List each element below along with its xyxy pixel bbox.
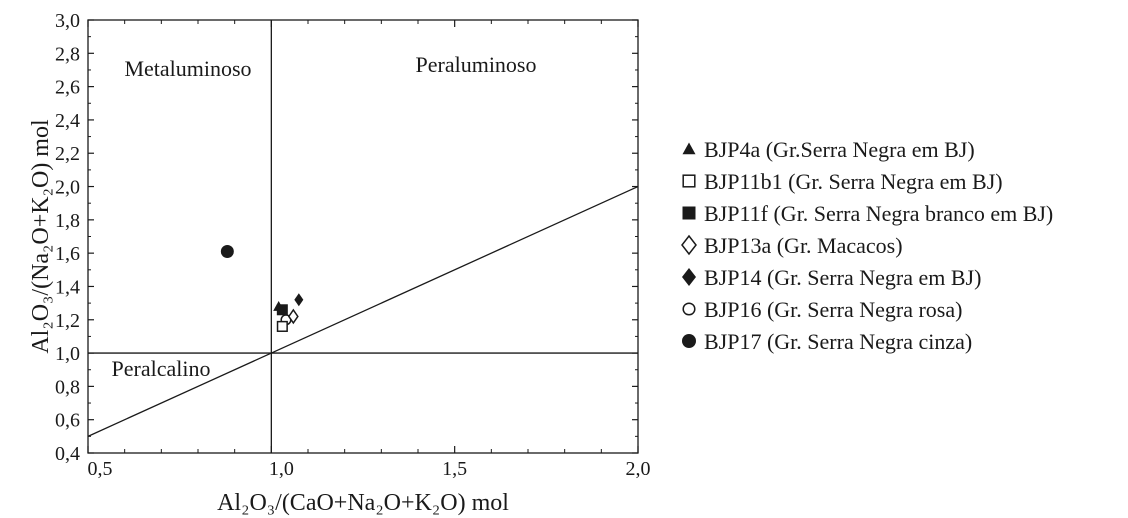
y-tick-label: 3,0 [55, 10, 80, 32]
data-point-triangle-filled [273, 300, 285, 311]
legend-label: BJP13a (Gr. Macacos) [704, 233, 903, 258]
y-tick-label: 1,2 [55, 310, 80, 332]
y-tick-label: 2,4 [55, 110, 80, 132]
legend-item: BJP11f (Gr. Serra Negra branco em BJ) [682, 201, 1053, 226]
y-tick-label: 0,6 [55, 410, 80, 432]
data-point-square-open [276, 320, 288, 332]
legend-marker-diamond-open [681, 234, 697, 256]
diagonal-reference-line [87, 185, 639, 437]
legend-marker-square-filled [682, 206, 696, 220]
legend-label: BJP14 (Gr. Serra Negra em BJ) [704, 265, 981, 290]
y-tick-label: 0,8 [55, 376, 80, 398]
y-tick-label: 2,6 [55, 77, 80, 99]
region-label-metaluminoso: Metaluminoso [124, 56, 251, 81]
x-tick-label: 0,5 [88, 458, 113, 480]
y-tick-label: 1,8 [55, 210, 80, 232]
legend-label: BJP17 (Gr. Serra Negra cinza) [704, 329, 972, 354]
y-tick-label: 1,0 [55, 343, 80, 365]
legend-item: BJP14 (Gr. Serra Negra em BJ) [682, 265, 981, 290]
legend-label: BJP11b1 (Gr. Serra Negra em BJ) [704, 169, 1003, 194]
legend-marker-circle-filled [682, 334, 696, 348]
legend-marker-triangle-filled [682, 142, 696, 155]
legend-item: BJP13a (Gr. Macacos) [681, 233, 903, 258]
legend-item: BJP16 (Gr. Serra Negra rosa) [682, 297, 962, 322]
data-point-circle-filled [220, 244, 234, 258]
region-label-peraluminoso: Peraluminoso [416, 52, 537, 77]
y-tick-label: 2,0 [55, 177, 80, 199]
x-tick-label: 2,0 [626, 458, 651, 480]
legend-label: BJP16 (Gr. Serra Negra rosa) [704, 297, 962, 322]
region-label-peralcalino: Peralcalino [112, 356, 211, 381]
data-point-diamond-filled [294, 293, 304, 307]
axes-layer: 0,4 0,6 0,8 1,0 1,2 1,4 1,6 1,8 2,0 2,2 2,4 2,6 2,8 3… [55, 10, 651, 480]
y-tick-label: 1,4 [55, 276, 80, 298]
legend: BJP4a (Gr.Serra Negra em BJ) BJP11b1 (Gr.… [681, 137, 1053, 354]
legend-label: BJP4a (Gr.Serra Negra em BJ) [704, 137, 975, 162]
data-points [220, 244, 304, 332]
legend-item: BJP4a (Gr.Serra Negra em BJ) [682, 137, 975, 162]
data-point-diamond-open [287, 308, 299, 325]
y-tick-label: 0,4 [55, 443, 80, 465]
x-axis-title: Al₂O₃/(CaO+Na₂O+K₂O) mol [217, 490, 509, 516]
y-tick-label: 1,6 [55, 243, 80, 265]
reference-lines [87, 20, 639, 453]
axis-titles: Al₂O₃/(CaO+Na₂O+K₂O) mol Al₂O₃/(Na₂O+K₂O)… [28, 119, 509, 516]
y-tick-label: 2,8 [55, 43, 80, 65]
legend-item: BJP17 (Gr. Serra Negra cinza) [682, 329, 972, 354]
plot-frame [87, 19, 639, 454]
legend-marker-square-open [682, 174, 696, 188]
y-axis-title: Al₂O₃/(Na₂O+K₂O) mol [28, 119, 54, 354]
legend-item: BJP11b1 (Gr. Serra Negra em BJ) [682, 169, 1003, 194]
x-tick-label: 1,5 [442, 458, 467, 480]
region-labels: Metaluminoso Peraluminoso Peralcalino [112, 52, 537, 381]
legend-marker-circle-open [682, 302, 696, 316]
x-tick-label: 1,0 [269, 458, 294, 480]
y-tick-label: 2,2 [55, 143, 80, 165]
legend-label: BJP11f (Gr. Serra Negra branco em BJ) [704, 201, 1053, 226]
legend-marker-diamond-filled [682, 268, 696, 286]
